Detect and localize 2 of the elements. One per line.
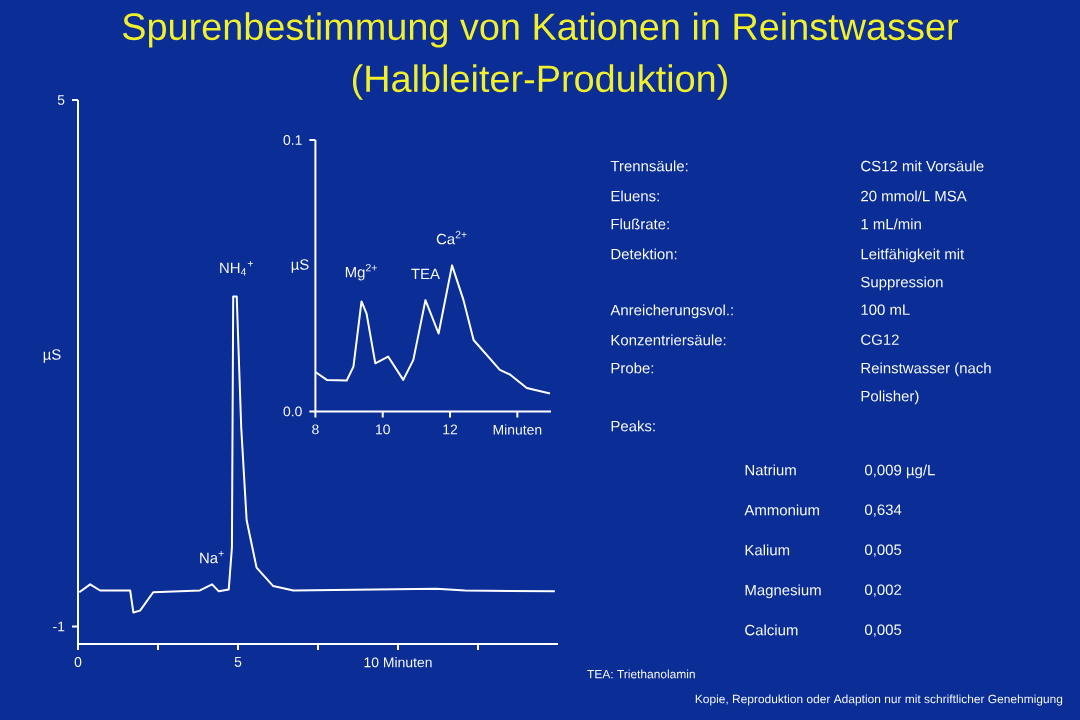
chart-title: Spurenbestimmung von Kationen in Reinstwasser [122,12,958,48]
chart-subtitle: (Halbleiter-Produktion) [352,64,727,100]
